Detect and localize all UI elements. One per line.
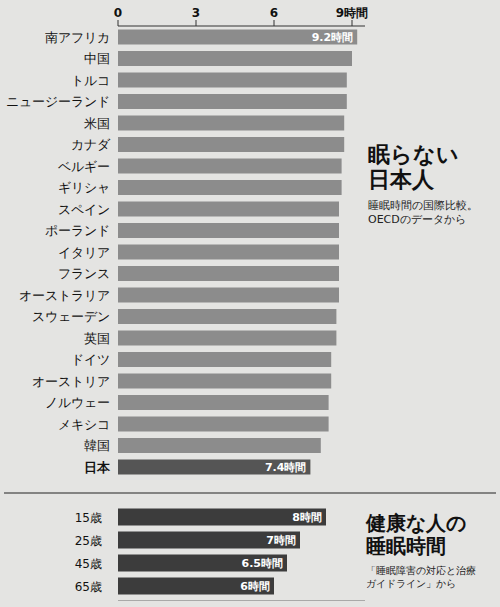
x-tick-label: 9時間	[336, 6, 368, 20]
bar	[118, 116, 344, 131]
bar	[118, 438, 321, 453]
x-tick	[196, 20, 197, 26]
bar	[118, 417, 329, 432]
category-label: ギリシャ	[58, 180, 110, 195]
bar	[118, 30, 357, 45]
subtitle: 「睡眠障害の対応と治療ガイドライン」から	[366, 564, 482, 590]
bar	[118, 137, 344, 152]
category-label: 15歳	[75, 511, 102, 525]
bars	[118, 30, 357, 475]
category-label: スウェーデン	[32, 309, 110, 324]
category-label: ニュージーランド	[6, 94, 110, 109]
bar	[118, 73, 347, 88]
category-label: イタリア	[58, 245, 110, 260]
bar	[118, 159, 342, 174]
category-label: ノルウェー	[45, 395, 110, 410]
bar	[118, 509, 326, 526]
x-axis-line	[118, 26, 365, 27]
data-label: 7時間	[266, 534, 296, 547]
x-tick	[274, 20, 275, 26]
x-tick	[352, 20, 353, 26]
category-label: ベルギー	[58, 159, 110, 174]
bar	[118, 352, 331, 367]
category-label: 日本	[84, 460, 111, 475]
bar	[118, 180, 342, 195]
category-label: 英国	[84, 331, 110, 346]
x-tick-label: 0	[114, 6, 122, 20]
data-label: 6.5時間	[242, 557, 284, 570]
category-label: カナダ	[71, 137, 111, 152]
bar	[118, 309, 336, 324]
bar	[118, 245, 339, 260]
data-label: 8時間	[292, 511, 322, 524]
category-label: 米国	[84, 116, 110, 131]
separator	[4, 493, 496, 494]
category-label: ポーランド	[45, 223, 110, 238]
subtitle: 睡眠時間の国際比較。OECDのデータから	[368, 199, 482, 228]
data-label: 7.4時間	[265, 461, 307, 474]
x-tick-label: 6	[270, 6, 278, 20]
category-label: スペイン	[58, 202, 110, 217]
bar	[118, 51, 352, 66]
bar	[118, 288, 339, 303]
bar	[118, 374, 331, 389]
x-tick-label: 3	[192, 6, 200, 20]
category-label: フランス	[58, 266, 110, 281]
bar	[118, 460, 310, 475]
bar	[118, 532, 300, 549]
bar	[118, 202, 339, 217]
category-label: 中国	[84, 51, 110, 66]
data-label: 6時間	[240, 580, 270, 593]
bars	[118, 509, 326, 595]
category-label: メキシコ	[58, 417, 110, 432]
title: 健康な人の睡眠時間	[366, 512, 470, 558]
bar	[118, 94, 347, 109]
data-label: 9.2時間	[312, 31, 354, 44]
bar	[118, 578, 274, 595]
x-axis-line	[118, 600, 365, 601]
x-tick	[118, 20, 119, 26]
category-label: 韓国	[84, 438, 110, 453]
category-label: 25歳	[75, 534, 102, 548]
category-label: オーストラリア	[19, 288, 110, 303]
category-label: 65歳	[75, 580, 102, 594]
bar	[118, 331, 336, 346]
category-label: トルコ	[71, 73, 110, 88]
category-label: オーストリア	[32, 374, 110, 389]
category-label: 45歳	[75, 557, 102, 571]
bar	[118, 555, 287, 572]
bar	[118, 266, 339, 281]
title: 眠らない日本人	[368, 142, 464, 193]
bar	[118, 395, 329, 410]
category-label: 南アフリカ	[45, 30, 110, 45]
category-label: ドイツ	[71, 352, 110, 367]
bar	[118, 223, 339, 238]
